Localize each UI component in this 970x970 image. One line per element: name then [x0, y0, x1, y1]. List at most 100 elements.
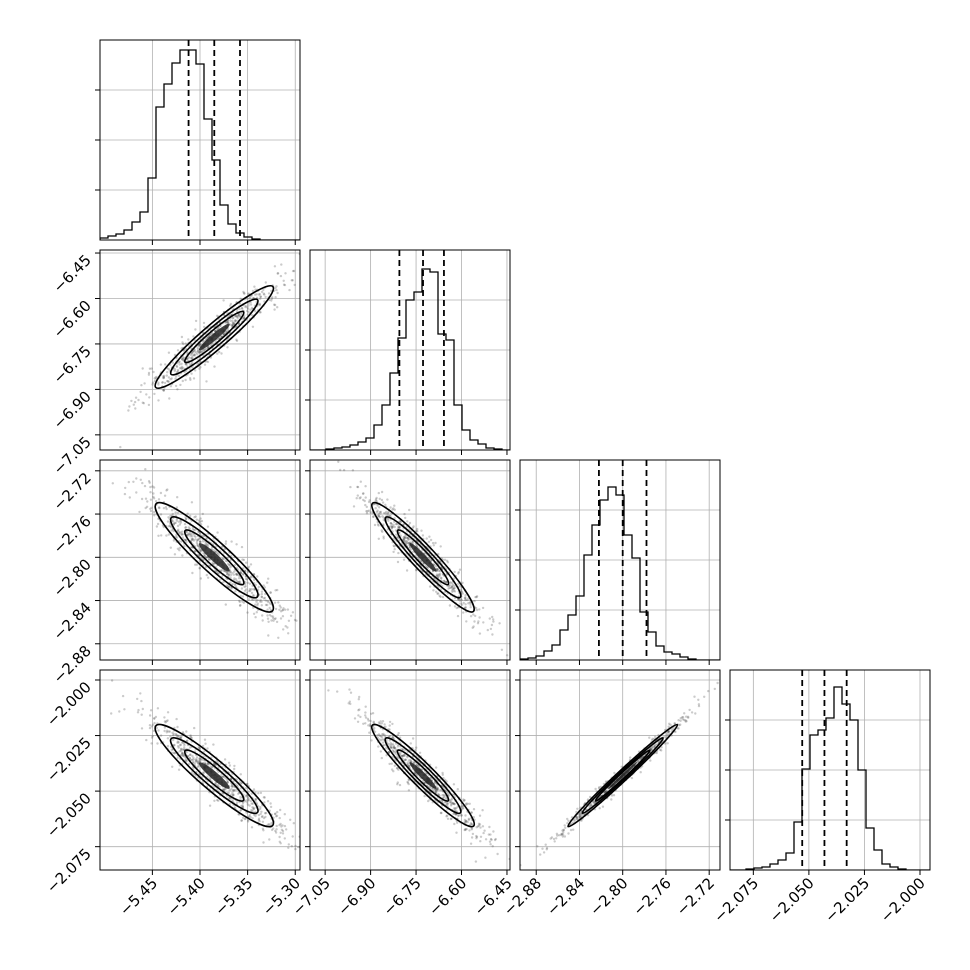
scatter-point — [180, 748, 183, 751]
scatter-point — [213, 329, 217, 333]
scatter-point — [545, 846, 549, 850]
scatter-point — [250, 306, 254, 310]
contour-level-0 — [154, 501, 275, 613]
scatter-point — [435, 789, 438, 793]
scatter-point — [239, 798, 242, 801]
scatter-point — [269, 805, 273, 809]
scatter-point — [148, 481, 151, 484]
scatter-point — [385, 510, 388, 514]
scatter-point — [196, 543, 199, 546]
scatter-point — [199, 520, 202, 523]
contour-level-0 — [370, 723, 476, 828]
scatter-point — [598, 807, 601, 810]
scatter-point — [489, 627, 493, 631]
scatter-point — [650, 738, 654, 742]
scatter-point — [454, 808, 457, 811]
scatter-point — [215, 570, 218, 573]
scatter-point — [403, 539, 406, 543]
scatter-point — [198, 351, 201, 354]
scatter-point — [165, 731, 168, 734]
scatter-point — [206, 543, 210, 546]
panel-3-3: −2.075 −2.050 −2.025 −2.000 — [710, 669, 931, 926]
scatter-point — [190, 372, 193, 375]
scatter-points — [520, 681, 719, 867]
y-tick-label: −2.80 — [50, 555, 95, 600]
scatter-point — [471, 626, 474, 629]
scatter-point — [404, 516, 407, 520]
scatter-point — [586, 798, 590, 801]
scatter-point — [181, 748, 184, 751]
scatter-point — [406, 536, 409, 539]
scatter-point — [492, 830, 495, 833]
scatter-point — [231, 321, 234, 324]
scatter-point — [203, 325, 206, 329]
scatter-point — [230, 324, 234, 327]
scatter-point — [390, 768, 394, 771]
scatter-point — [180, 358, 184, 361]
scatter-point — [655, 751, 658, 755]
scatter-point — [612, 794, 616, 797]
scatter-point — [134, 407, 137, 410]
scatter-point — [442, 579, 446, 583]
scatter-point — [567, 819, 570, 822]
scatter-point — [237, 313, 241, 317]
scatter-point — [457, 814, 460, 817]
scatter-point — [266, 614, 269, 617]
scatter-point — [237, 322, 241, 325]
scatter-point — [365, 512, 369, 515]
scatter-point — [148, 726, 152, 730]
histogram-step — [100, 49, 300, 240]
scatter-point — [206, 360, 210, 364]
scatter-point — [206, 525, 210, 528]
scatter-point — [389, 742, 392, 745]
scatter-point — [257, 293, 261, 296]
scatter-point — [463, 606, 467, 609]
scatter-point — [140, 699, 143, 703]
scatter-point — [450, 817, 453, 820]
scatter-point — [262, 584, 265, 587]
scatter-point — [598, 786, 601, 789]
scatter-point — [166, 488, 169, 491]
scatter-point — [232, 789, 235, 792]
scatter-point — [467, 817, 471, 820]
scatter-point — [420, 529, 423, 532]
scatter-point — [269, 591, 272, 594]
scatter-point — [201, 340, 205, 343]
scatter-point — [237, 813, 240, 816]
scatter-point — [192, 354, 196, 357]
scatter-point — [250, 591, 254, 595]
scatter-point — [181, 530, 184, 533]
scatter-point — [443, 579, 446, 583]
scatter-point — [166, 379, 169, 383]
scatter-point — [153, 717, 156, 720]
scatter-point — [246, 581, 249, 584]
scatter-point — [279, 610, 283, 613]
scatter-point — [489, 843, 492, 846]
scatter-point — [198, 343, 202, 346]
scatter-point — [403, 512, 406, 516]
scatter-point — [261, 815, 264, 818]
scatter-point — [389, 522, 393, 525]
scatter-point — [145, 738, 148, 742]
scatter-point — [398, 783, 402, 787]
scatter-point — [398, 525, 401, 529]
scatter-point — [189, 758, 193, 761]
scatter-point — [488, 617, 491, 620]
scatter-point — [379, 739, 383, 742]
scatter-point — [222, 557, 225, 561]
scatter-point — [157, 506, 161, 509]
scatter-point — [202, 771, 205, 774]
scatter-point — [245, 588, 248, 591]
scatter-point — [449, 586, 453, 590]
scatter-point — [245, 794, 248, 797]
scatter-point — [191, 528, 195, 531]
scatter-point — [170, 748, 173, 751]
scatter-point — [352, 505, 356, 508]
scatter-point — [155, 726, 158, 730]
scatter-point — [262, 841, 265, 844]
scatter-point — [378, 506, 381, 509]
scatter-point — [364, 714, 367, 717]
scatter-point — [176, 388, 179, 391]
scatter-point — [248, 297, 251, 300]
x-tick-label: −6.75 — [380, 874, 425, 919]
